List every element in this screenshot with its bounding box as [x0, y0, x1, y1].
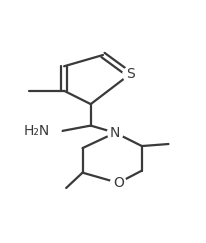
- Circle shape: [108, 125, 123, 140]
- Circle shape: [39, 120, 61, 142]
- Text: H₂N: H₂N: [23, 124, 50, 138]
- Text: N: N: [110, 126, 121, 140]
- Text: S: S: [126, 68, 135, 81]
- Circle shape: [111, 175, 126, 191]
- Text: O: O: [113, 176, 124, 190]
- Circle shape: [123, 67, 138, 82]
